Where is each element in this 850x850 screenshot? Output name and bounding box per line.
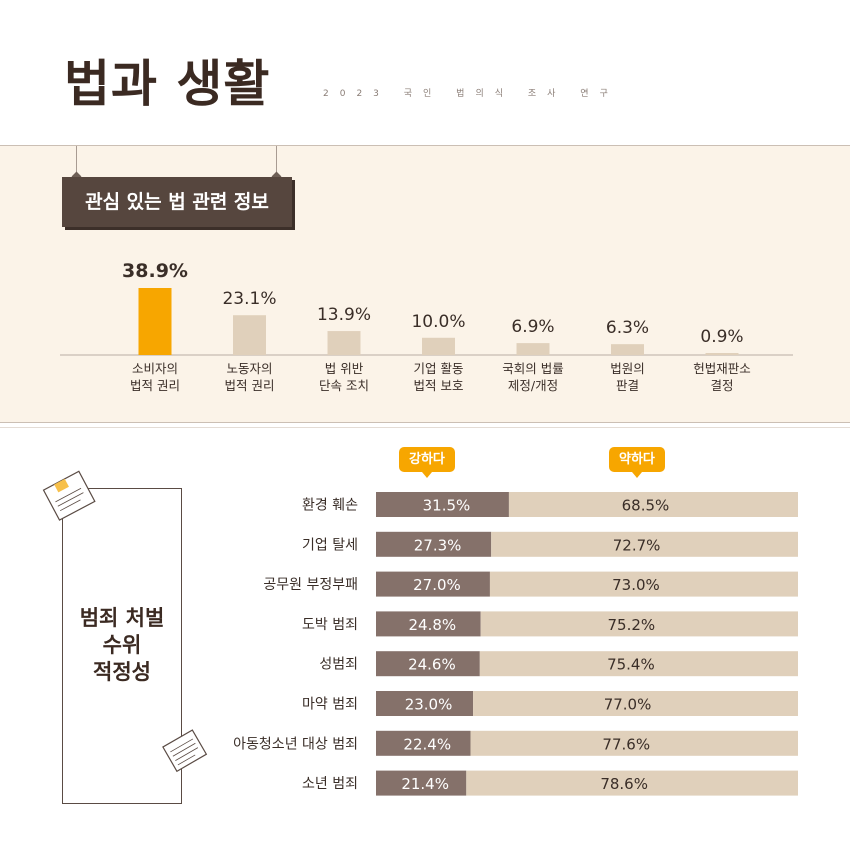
data-label-strong: 24.8% <box>408 616 456 634</box>
data-label-weak: 68.5% <box>622 497 670 515</box>
category-label: 소년 범죄 <box>302 776 358 792</box>
bar <box>516 343 550 355</box>
sign-string-right <box>276 146 277 178</box>
data-label-strong: 31.5% <box>423 497 471 515</box>
data-label-weak: 77.0% <box>604 696 652 714</box>
bar-weak <box>489 571 798 597</box>
section2-title: 범죄 처벌 수위 적정성 <box>62 605 182 686</box>
interest-bar-chart: 38.9% 소비자의 법적 권리 23.1% 노동자의 법적 권리 13.9% 법 위반 단속 … <box>60 260 793 393</box>
tick-label: 헌법재판소 결정 <box>693 361 751 393</box>
data-label-strong: 23.0% <box>405 696 453 714</box>
bar <box>138 288 172 355</box>
bar-weak <box>470 730 798 756</box>
punishment-stacked-bar-chart: 환경 훼손 31.5% 68.5% 기업 탈세 27.3% 72.7% 공무원 부정부패 27… <box>233 492 798 796</box>
category-label: 기업 탈세 <box>302 537 358 553</box>
category-label: 공무원 부정부패 <box>263 577 358 593</box>
category-label: 도박 범죄 <box>302 617 358 633</box>
bar-strong <box>376 691 474 716</box>
data-label-strong: 27.3% <box>414 536 462 554</box>
category-label: 아동청소년 대상 범죄 <box>233 736 358 752</box>
bar-strong <box>376 730 471 756</box>
data-label: 10.0% <box>411 312 465 332</box>
bar <box>705 353 739 355</box>
bar-strong <box>376 651 480 677</box>
category-label: 환경 훼손 <box>302 498 358 514</box>
header: 법과 생활 2023 국인 법의식 조사 연구 <box>0 0 850 145</box>
data-label-weak: 72.7% <box>613 536 661 554</box>
page-subtitle: 2023 국인 법의식 조사 연구 <box>323 89 619 99</box>
bar <box>422 337 455 355</box>
data-label-weak: 78.6% <box>600 775 648 793</box>
section2-title-line: 수위 <box>102 633 142 657</box>
bar-weak <box>480 611 798 637</box>
sign-string-left <box>76 146 77 178</box>
bar-weak <box>473 691 798 716</box>
data-label-weak: 75.4% <box>607 656 655 674</box>
tick-label: 노동자의 법적 권리 <box>225 361 275 393</box>
data-label: 0.9% <box>700 327 743 347</box>
section-divider <box>0 427 850 428</box>
tick-label: 기업 활동 법적 보호 <box>414 361 464 393</box>
bar <box>327 331 361 355</box>
bar <box>611 344 644 355</box>
legend-weak-tag: 약하다 <box>609 447 665 478</box>
bar-weak <box>466 770 798 796</box>
data-label-strong: 21.4% <box>401 775 449 793</box>
paper-note-icon <box>162 729 208 773</box>
section1-title: 관심 있는 법 관련 정보 <box>62 177 292 227</box>
paper-note-icon <box>42 470 96 521</box>
data-label-weak: 77.6% <box>602 735 650 753</box>
data-label-strong: 22.4% <box>403 735 451 753</box>
section2-card <box>62 488 182 804</box>
data-label-strong: 24.6% <box>408 656 456 674</box>
legend-strong-tag: 강하다 <box>399 447 455 478</box>
bar-strong <box>376 571 490 597</box>
section2-title-line: 적정성 <box>93 660 151 684</box>
tick-label: 법원의 판결 <box>610 361 645 393</box>
data-label-strong: 27.0% <box>413 576 461 594</box>
bar-weak <box>508 492 798 517</box>
data-label: 13.9% <box>317 305 371 325</box>
section2-title-line: 범죄 처벌 <box>79 606 165 630</box>
bar-strong <box>376 531 492 557</box>
bar <box>233 315 266 355</box>
category-label: 성범죄 <box>319 657 358 673</box>
data-label-weak: 75.2% <box>607 616 655 634</box>
bar-strong <box>376 611 481 637</box>
data-label: 38.9% <box>122 260 188 282</box>
bar-weak <box>491 531 798 557</box>
page-title: 법과 생활 <box>64 55 271 113</box>
tick-label: 소비자의 법적 권리 <box>130 361 180 393</box>
bar-strong <box>376 492 509 517</box>
tick-label: 법 위반 단속 조치 <box>319 361 369 393</box>
data-label: 6.3% <box>606 318 649 338</box>
data-label: 6.9% <box>511 317 554 337</box>
data-label-weak: 73.0% <box>612 576 660 594</box>
data-label: 23.1% <box>222 289 276 309</box>
bar-weak <box>479 651 798 677</box>
category-label: 마약 범죄 <box>302 697 358 713</box>
bar-strong <box>376 770 467 796</box>
tick-label: 국회의 법률 제정/개정 <box>502 361 563 393</box>
